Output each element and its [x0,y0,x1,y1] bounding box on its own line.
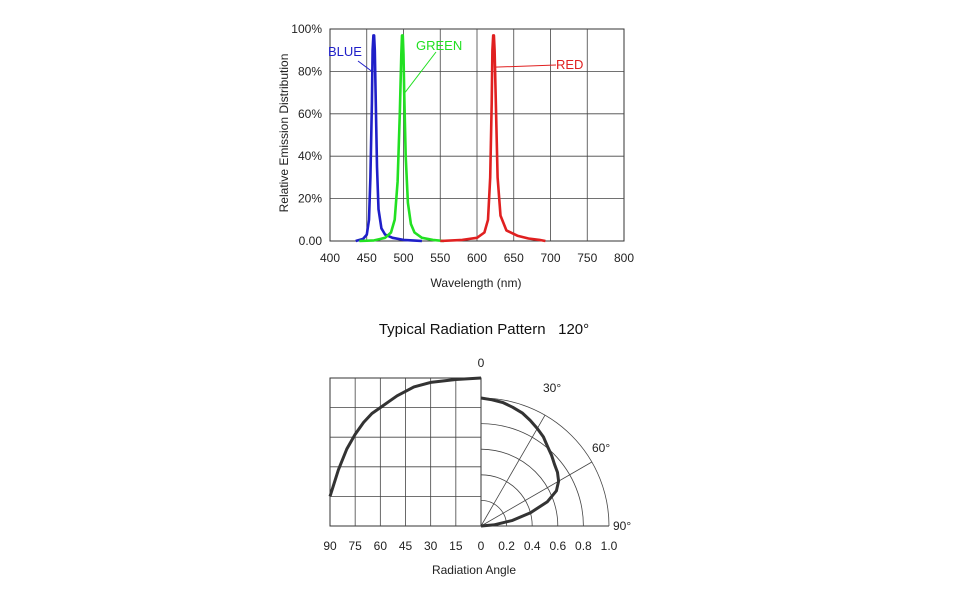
spectrum-series-blue [355,34,422,243]
spectrum-y-tick-label: 0.00 [299,234,323,248]
spectrum-y-axis-label: Relative Emission Distribution [277,54,291,213]
spectrum-x-tick-label: 800 [614,251,634,265]
spectrum-x-tick-label: 550 [430,251,450,265]
spectrum-x-tick-label: 400 [320,251,340,265]
radiation-polar-arc [480,474,533,527]
spectrum-annotation-leader [404,51,437,93]
radiation-angle-tick: 90° [613,519,631,533]
radiation-bottom-tick: 75 [348,539,362,553]
radiation-bottom-tick: 60 [374,539,388,553]
radiation-bottom-tick: 1.0 [601,539,618,553]
spectrum-series [355,34,546,243]
radiation-polar-arc [480,448,559,527]
spectrum-annotation-green: GREEN [416,38,462,53]
spectrum-series-green [359,34,445,243]
spectrum-x-tick-label: 750 [577,251,597,265]
radiation-bottom-tick: 45 [399,539,413,553]
spectrum-x-tick-label: 700 [540,251,560,265]
spectrum-x-tick-label: 500 [393,251,413,265]
radiation-bottom-tick: 0.2 [498,539,515,553]
radiation-tick-labels: 0 30° 60° 90° 90 75 60 45 30 15 0 0.2 0.4 0.6 0.8 1.0 [323,356,631,553]
spectrum-x-tick-label: 450 [357,251,377,265]
radiation-x-axis-label: Radiation Angle [432,563,516,577]
spectrum-x-tick-label: 650 [504,251,524,265]
spectrum-tick-labels: 400 450 500 550 600 650 700 750 800 0.00 20% 40% 60%… [291,22,634,265]
spectrum-x-tick-label: 600 [467,251,487,265]
spectrum-annotations: BLUE GREEN RED [328,38,583,93]
radiation-polar-arc [480,397,610,527]
radiation-bottom-tick: 0 [478,539,485,553]
radiation-angle-tick: 30° [543,381,561,395]
radiation-polar-arc [480,423,584,527]
spectrum-annotation-leader [357,60,373,72]
spectrum-x-axis-label: Wavelength (nm) [431,276,522,290]
spectrum-series-red [440,34,546,243]
spectrum-y-tick-label: 20% [298,192,322,206]
radiation-angle-tick: 0 [478,356,485,370]
radiation-bottom-tick: 30 [424,539,438,553]
radiation-bottom-tick: 15 [449,539,463,553]
radiation-pattern-curve-left [328,376,482,497]
spectrum-y-tick-label: 100% [291,22,322,36]
radiation-bottom-tick: 0.8 [575,539,592,553]
radiation-bottom-tick: 0.4 [524,539,541,553]
spectrum-y-tick-label: 40% [298,149,322,163]
spectrum-y-tick-label: 80% [298,64,322,78]
radiation-grid [329,377,610,527]
radiation-polar-spoke [480,414,546,527]
radiation-polar-spoke [480,461,593,527]
radiation-bottom-tick: 0.6 [549,539,566,553]
spectrum-y-tick-label: 60% [298,107,322,121]
radiation-angle-tick: 60° [592,441,610,455]
spectrum-annotation-leader [494,64,557,68]
radiation-title: Typical Radiation Pattern 120° [379,321,589,338]
spectrum-annotation-red: RED [556,57,583,72]
radiation-bottom-tick: 90 [323,539,337,553]
radiation-series [328,376,561,528]
spectrum-annotation-blue: BLUE [328,44,362,59]
radiation-pattern-curve-right [480,396,561,528]
